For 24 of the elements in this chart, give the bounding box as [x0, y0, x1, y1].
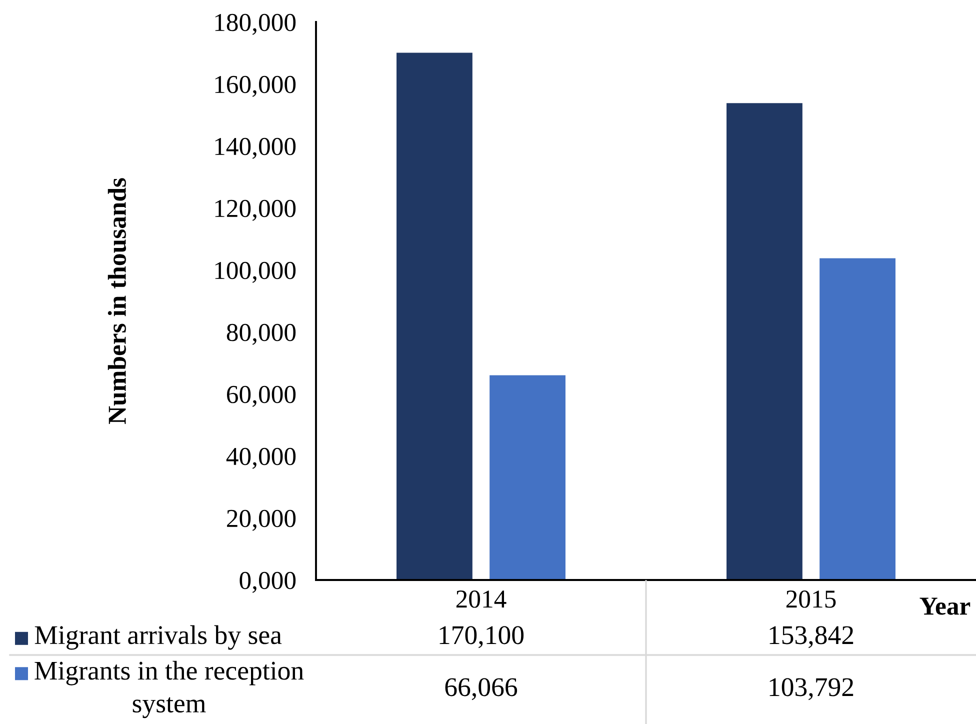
data-label: 66,066: [445, 678, 518, 700]
x-tick-label: 2015: [786, 590, 836, 608]
y-axis-title: Numbers in thousands: [108, 178, 126, 424]
y-tick-label: 160,000: [215, 76, 296, 97]
data-label: 103,792: [770, 678, 854, 700]
y-tick-label: 180,000: [215, 14, 296, 35]
data-label: 170,100: [440, 626, 524, 648]
data-label: 153,842: [770, 626, 854, 648]
y-tick-label: 0,000: [240, 572, 296, 593]
legend-label: Migrants in the reception system: [34, 660, 304, 718]
x-axis-title: Year: [920, 598, 970, 615]
y-tick-label: 120,000: [215, 200, 296, 221]
bar: [396, 52, 472, 580]
y-tick-label: 60,000: [227, 386, 296, 407]
y-tick-label: 140,000: [215, 138, 296, 159]
legend-label: Migrant arrivals by sea: [34, 625, 282, 650]
y-tick-label: 40,000: [226, 448, 296, 469]
y-tick-label: 100,000: [215, 262, 296, 283]
bar: [490, 375, 566, 580]
x-tick-label: 2014: [456, 590, 506, 608]
bar: [726, 103, 802, 580]
y-tick-label: 80,000: [226, 324, 296, 345]
bar: [820, 258, 896, 580]
y-tick-label: 20,000: [227, 510, 296, 531]
